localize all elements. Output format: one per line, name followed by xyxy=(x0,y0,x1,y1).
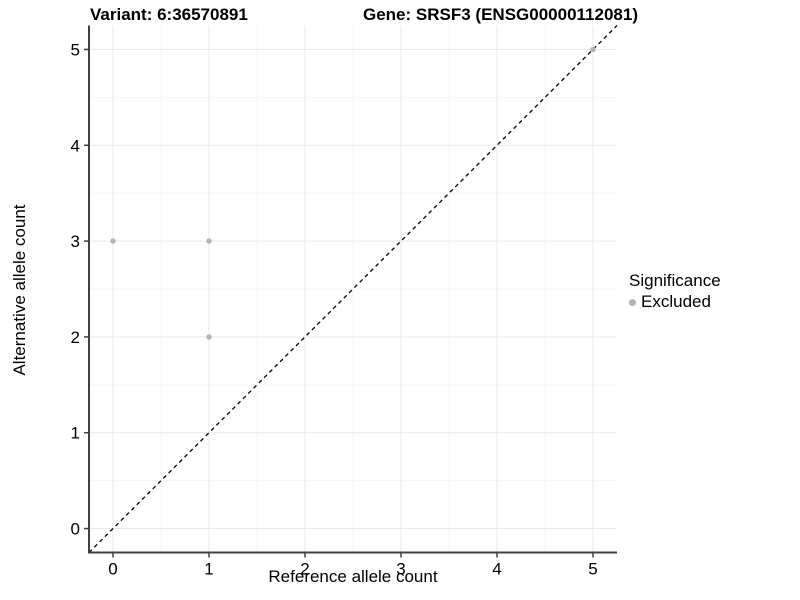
legend-title: Significance xyxy=(629,271,721,290)
x-tick-label: 3 xyxy=(396,560,405,579)
y-tick-label: 4 xyxy=(71,136,80,155)
x-tick-label: 1 xyxy=(204,560,213,579)
gene-title: Gene: SRSF3 (ENSG00000112081) xyxy=(363,5,638,24)
y-tick-label: 0 xyxy=(71,520,80,539)
x-tick-label: 0 xyxy=(108,560,117,579)
legend-item-label: Excluded xyxy=(641,292,711,311)
x-tick-label: 5 xyxy=(588,560,597,579)
legend-item-excluded: Excluded xyxy=(629,292,721,312)
x-axis-title: Reference allele count xyxy=(268,567,438,586)
legend: Significance Excluded xyxy=(629,271,721,312)
y-tick-label: 1 xyxy=(71,424,80,443)
data-point xyxy=(206,334,212,340)
excluded-point-icon xyxy=(629,298,636,306)
data-point xyxy=(110,238,116,244)
y-tick-label: 5 xyxy=(71,40,80,59)
data-point xyxy=(590,46,596,53)
data-point xyxy=(206,238,212,244)
y-tick-label: 3 xyxy=(71,232,80,251)
x-tick-label: 4 xyxy=(492,560,501,579)
x-tick-label: 2 xyxy=(300,560,309,579)
y-tick-label: 2 xyxy=(71,328,80,347)
variant-title: Variant: 6:36570891 xyxy=(90,5,248,24)
y-axis-title: Alternative allele count xyxy=(10,204,29,376)
